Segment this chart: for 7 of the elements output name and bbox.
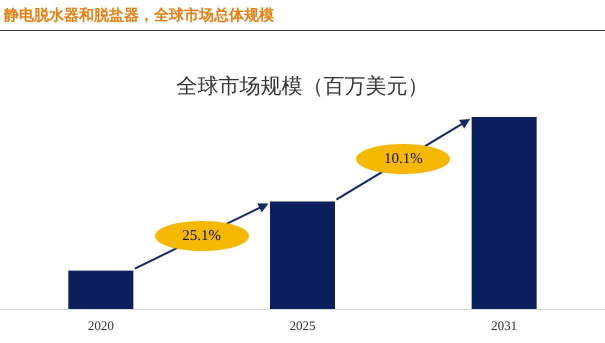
chart-title: 静电脱水器和脱盐器，全球市场总体规模 [4,6,274,25]
oval-badge: 25.1% [154,221,249,252]
x-tick-label: 2025 [290,318,316,333]
oval-badge: 10.1% [356,144,450,174]
x-tick-label: 2031 [491,318,518,333]
chart-subtitle: 全球市场规模（百万美元） [176,73,430,100]
x-tick-label: 2020 [88,318,114,333]
